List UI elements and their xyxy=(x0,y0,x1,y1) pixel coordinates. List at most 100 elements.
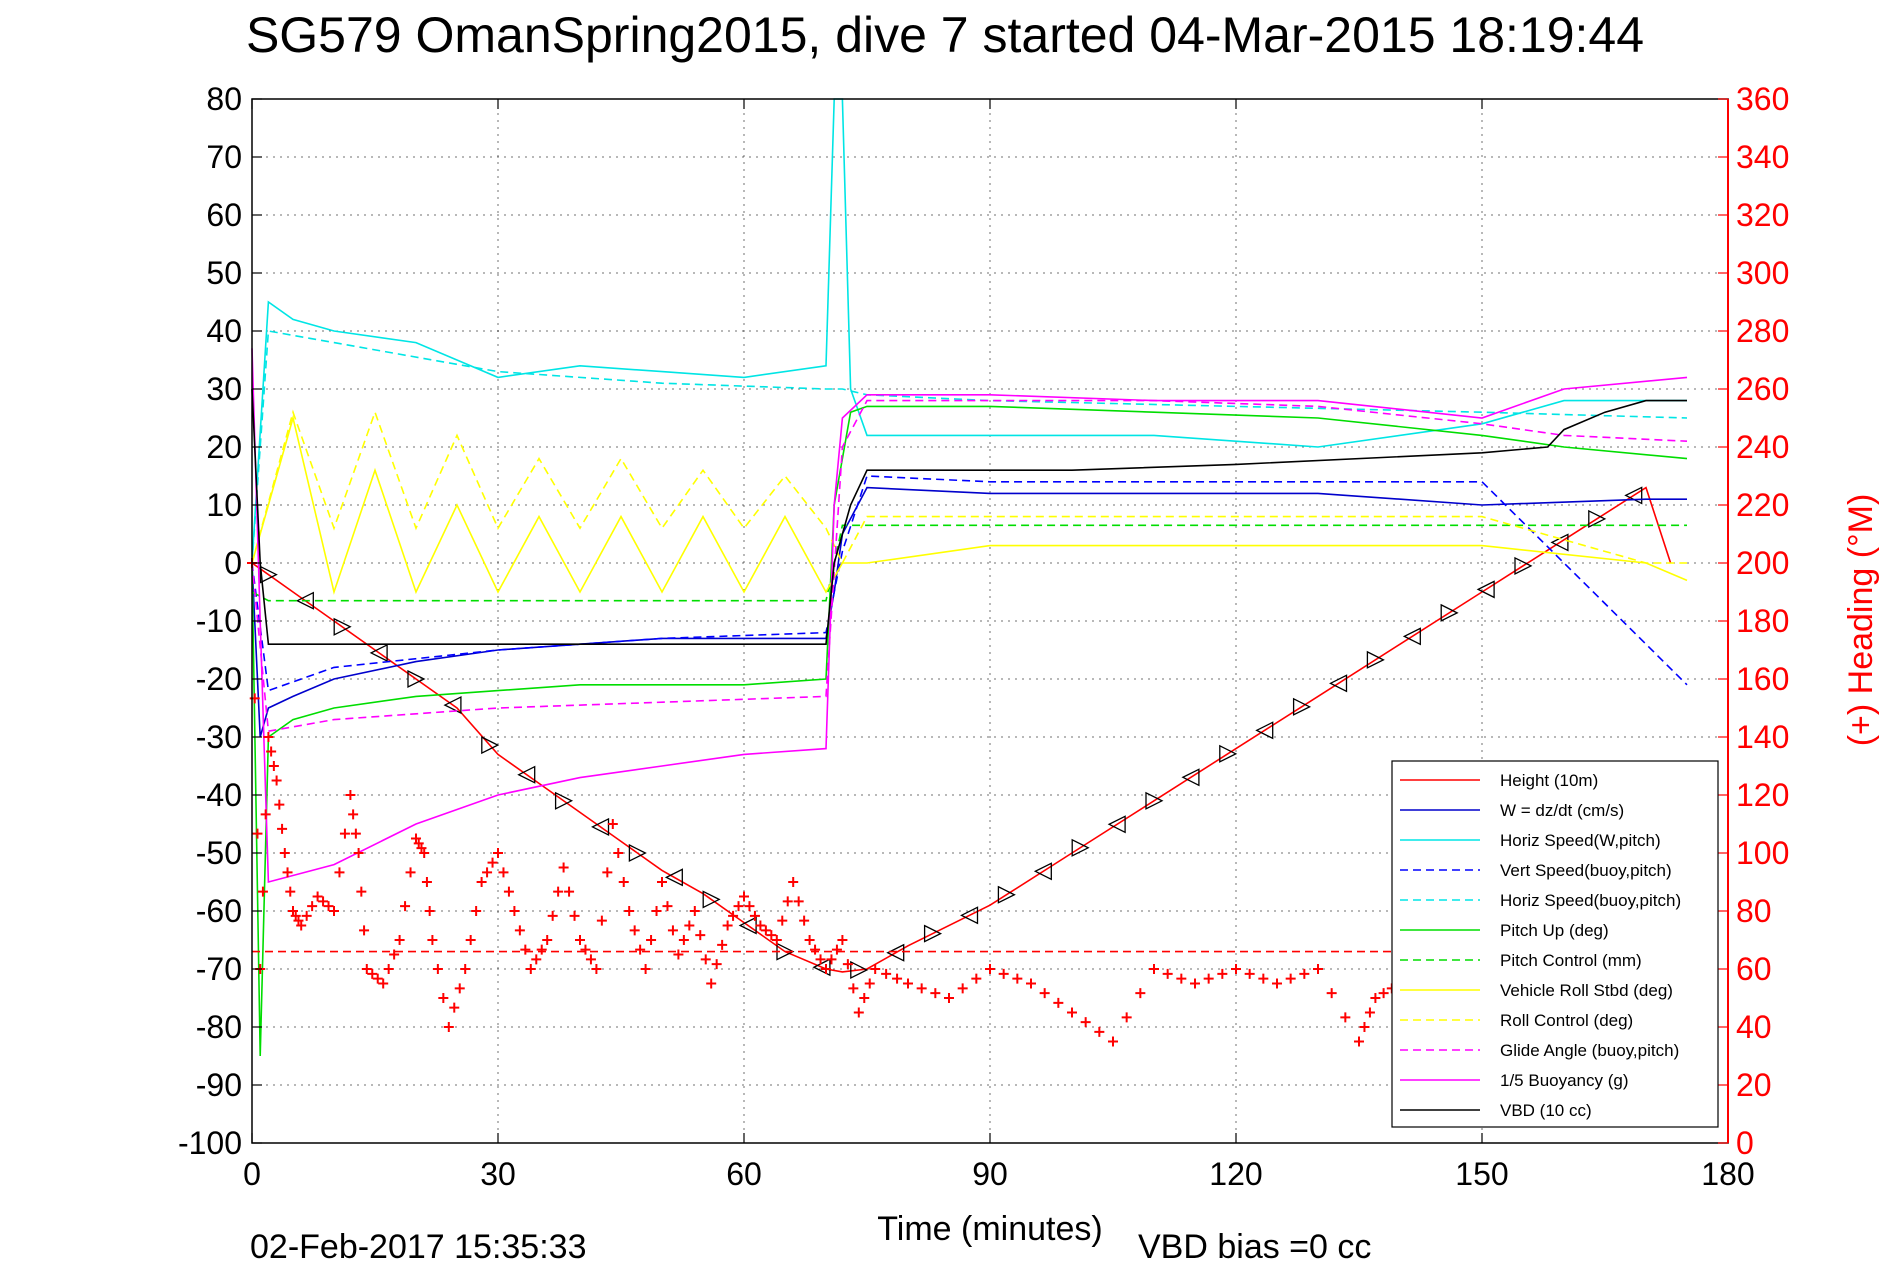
height-marker xyxy=(960,906,979,925)
heading-point xyxy=(569,910,580,921)
height-marker xyxy=(886,943,905,962)
series-vbd-10-cc xyxy=(251,388,1687,646)
heading-point xyxy=(766,930,777,941)
heading-point xyxy=(711,959,722,970)
heading-point xyxy=(558,862,569,873)
heading-point xyxy=(728,910,739,921)
heading-point xyxy=(602,867,613,878)
heading-point xyxy=(717,939,728,950)
series-line xyxy=(251,405,1688,1057)
height-marker xyxy=(1292,697,1312,716)
x-tick-label: 0 xyxy=(243,1156,261,1192)
legend-label: Glide Angle (buoy,pitch) xyxy=(1500,1041,1679,1060)
height-marker xyxy=(554,791,574,810)
heading-point xyxy=(848,983,859,994)
legend-label: Pitch Control (mm) xyxy=(1500,951,1642,970)
y2-tick-label: 100 xyxy=(1736,835,1789,871)
y-tick-label: -40 xyxy=(196,777,242,813)
heading-point xyxy=(312,891,323,902)
x-tick-label: 180 xyxy=(1701,1156,1754,1192)
legend-label: Pitch Up (deg) xyxy=(1500,921,1609,940)
heading-point xyxy=(657,877,667,887)
series-line xyxy=(251,409,1687,565)
y2-tick-label: 120 xyxy=(1736,777,1789,813)
heading-point xyxy=(323,901,334,912)
series-1-5-buoyancy-g xyxy=(251,348,1688,884)
heading-point xyxy=(1340,1012,1351,1023)
heading-point xyxy=(277,823,288,834)
heading-point xyxy=(881,968,892,979)
heading-point xyxy=(804,935,815,945)
heading-point xyxy=(591,964,602,974)
heading-point xyxy=(985,964,995,974)
heading-point xyxy=(722,920,733,931)
heading-point xyxy=(465,935,476,945)
height-marker xyxy=(1181,768,1200,787)
heading-point xyxy=(1176,973,1187,984)
heading-point xyxy=(998,968,1009,979)
heading-point xyxy=(361,964,372,974)
heading-point xyxy=(826,954,837,965)
heading-point xyxy=(1272,978,1282,989)
heading-point xyxy=(1067,1007,1077,1018)
heading-point xyxy=(1364,1007,1375,1018)
heading-point xyxy=(372,973,383,984)
height-marker xyxy=(1514,556,1533,575)
height-marker xyxy=(1440,603,1459,622)
series-line xyxy=(251,348,1688,884)
series-heading xyxy=(247,558,1405,1047)
heading-point xyxy=(367,968,378,979)
heading-point xyxy=(389,949,400,960)
y2-tick-label: 0 xyxy=(1736,1125,1754,1161)
y-tick-label: 0 xyxy=(224,545,242,581)
series-line xyxy=(251,414,1688,595)
heading-point xyxy=(405,867,416,878)
heading-point xyxy=(1094,1026,1105,1037)
series-line xyxy=(251,330,1688,564)
heading-point xyxy=(749,910,760,921)
y2-tick-label: 360 xyxy=(1736,81,1789,117)
heading-point xyxy=(301,910,312,921)
timestamp: 02-Feb-2017 15:35:33 xyxy=(250,1228,586,1262)
series-line xyxy=(251,388,1687,646)
heading-point xyxy=(339,828,350,839)
heading-point xyxy=(930,988,941,999)
height-marker xyxy=(407,669,426,689)
series-glide-angle-buoy-pitch xyxy=(251,399,1688,733)
y-tick-label: -50 xyxy=(196,835,242,871)
heading-point xyxy=(271,775,282,786)
heading-point xyxy=(493,848,503,858)
height-marker xyxy=(333,617,352,636)
heading-point xyxy=(700,954,711,965)
y-tick-label: 10 xyxy=(206,487,242,523)
legend-label: Horiz Speed(W,pitch) xyxy=(1500,831,1661,850)
heading-point xyxy=(359,925,370,936)
heading-point xyxy=(1217,968,1228,979)
heading-point xyxy=(471,906,482,916)
heading-point xyxy=(916,983,927,994)
heading-point xyxy=(421,877,432,887)
legend-item-vert-speed-buoy-pitch: Vert Speed(buoy,pitch) xyxy=(1400,861,1672,880)
legend-label: Height (10m) xyxy=(1500,771,1598,790)
heading-point xyxy=(864,978,875,989)
height-marker xyxy=(628,843,647,863)
heading-point xyxy=(356,886,367,897)
y-tick-label: 40 xyxy=(206,313,242,349)
heading-point xyxy=(1359,1022,1370,1032)
heading-point xyxy=(263,732,274,742)
heading-point xyxy=(1190,978,1200,989)
heading-point xyxy=(1203,973,1214,984)
y-tick-label: 30 xyxy=(206,371,242,407)
heading-point xyxy=(443,1022,454,1032)
heading-point xyxy=(1244,968,1255,979)
heading-point xyxy=(837,935,848,945)
heading-point xyxy=(892,973,903,984)
heading-point xyxy=(673,949,684,960)
height-marker xyxy=(664,868,683,887)
heading-point xyxy=(1285,973,1296,984)
y-axis-left: -100-90-80-70-60-50-40-30-20-10010203040… xyxy=(178,81,262,1161)
legend-label: Vert Speed(buoy,pitch) xyxy=(1500,861,1672,880)
heading-point xyxy=(424,906,435,916)
heading-point xyxy=(739,891,749,902)
heading-point xyxy=(1378,988,1389,999)
